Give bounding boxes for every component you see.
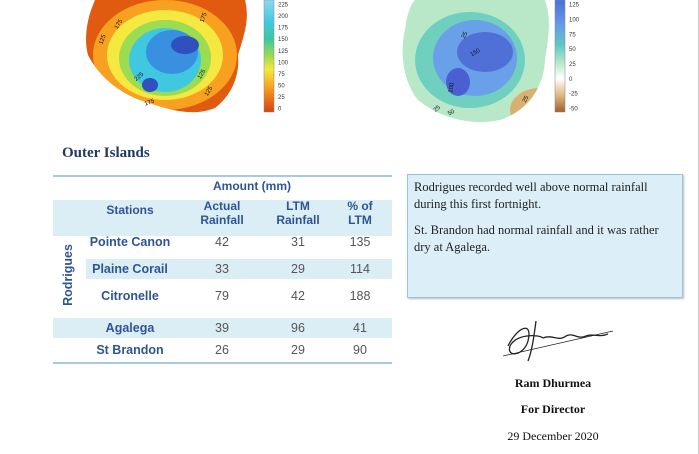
cell: 96 [291, 321, 305, 335]
section-title: Outer Islands [62, 145, 150, 161]
cell: 90 [353, 343, 367, 357]
cell: 33 [215, 262, 229, 276]
station-name: Citronelle [101, 289, 159, 303]
signatory-role: For Director [520, 402, 586, 416]
colorbar-label: 75 [278, 72, 285, 78]
anomaly-map [402, 0, 549, 122]
colorbar-label: -50 [569, 107, 578, 113]
colorbar-label: 200 [278, 14, 289, 20]
colorbar-label: 25 [278, 95, 285, 101]
signatory-name: Ram Dhurmea [514, 376, 592, 390]
contour-label: 125 [197, 68, 208, 80]
contour-label: 125 [204, 85, 215, 97]
contour-label: 175 [114, 18, 125, 30]
colorbar-label: 175 [278, 26, 289, 32]
cell: 26 [215, 343, 229, 357]
note-box: Rodrigues recorded well above normal rai… [407, 174, 683, 298]
group-header: Amount (mm) [213, 179, 291, 193]
colorbar-label: 75 [569, 32, 576, 38]
column-header: Stations [106, 203, 154, 217]
note-text: Rodrigues recorded well above normal rai… [414, 180, 648, 211]
note-text: St. Brandon had normal rainfall and it w… [414, 223, 659, 254]
contour-label: 100 [448, 82, 456, 94]
contour-label: 25 [522, 95, 531, 104]
contour-label: 50 [447, 109, 456, 118]
cell: 42 [291, 289, 305, 303]
cell: 29 [291, 262, 305, 276]
column-header: % of LTM [347, 199, 373, 227]
colorbar-label: 150 [278, 37, 289, 43]
cell: 31 [291, 235, 305, 249]
data-table: Amount (mm) Stations Actual Rainfall LTM Rain… [53, 175, 392, 364]
station-name: St Brandon [96, 343, 163, 357]
date: 29 December 2020 [507, 429, 599, 443]
contour-label: 150 [470, 48, 482, 59]
colorbar-label: 0 [278, 107, 282, 113]
rainfall-map [86, 0, 247, 113]
cell: 42 [215, 235, 229, 249]
colorbar-label: -25 [569, 92, 578, 98]
header-row [53, 200, 392, 236]
row-band [53, 318, 392, 338]
colorbar-label: 100 [278, 60, 289, 66]
column-header: Actual Rainfall [200, 199, 243, 227]
cell: 39 [215, 321, 229, 335]
colorbar-label: 225 [278, 3, 289, 9]
colorbar-label: 50 [278, 83, 285, 89]
cell: 188 [350, 289, 371, 303]
cell: 79 [215, 289, 229, 303]
colorbar-label: 50 [569, 47, 576, 53]
colorbar-label: 125 [569, 3, 580, 9]
row-band [86, 259, 392, 279]
cell: 41 [353, 321, 367, 335]
station-name: Pointe Canon [90, 235, 171, 249]
contour-label: 225 [134, 71, 146, 82]
colorbar-label: 0 [569, 77, 573, 83]
contour-label: 175 [144, 98, 156, 107]
colorbar [554, 0, 566, 113]
colorbar-label: 25 [569, 62, 576, 68]
group-label: Rodrigues [61, 244, 75, 306]
cell: 114 [350, 262, 370, 276]
contour-label: 25 [433, 104, 442, 113]
column-header: LTM Rainfall [276, 199, 319, 227]
cell: 135 [350, 235, 371, 249]
contour-label: 125 [99, 33, 108, 45]
cell: 29 [291, 343, 305, 357]
colorbar-label: 100 [569, 17, 580, 23]
station-name: Agalega [106, 321, 156, 335]
station-name: Plaine Corail [92, 262, 168, 276]
colorbar-label: 125 [278, 49, 289, 55]
contour-label: 25 [461, 31, 470, 40]
contour-label: 175 [200, 11, 209, 23]
maps: 225 200 175 150 125 100 75 50 25 0 125 100 75 50 25 0 -2… [86, 0, 580, 122]
signature [502, 320, 614, 362]
colorbar [263, 0, 275, 113]
